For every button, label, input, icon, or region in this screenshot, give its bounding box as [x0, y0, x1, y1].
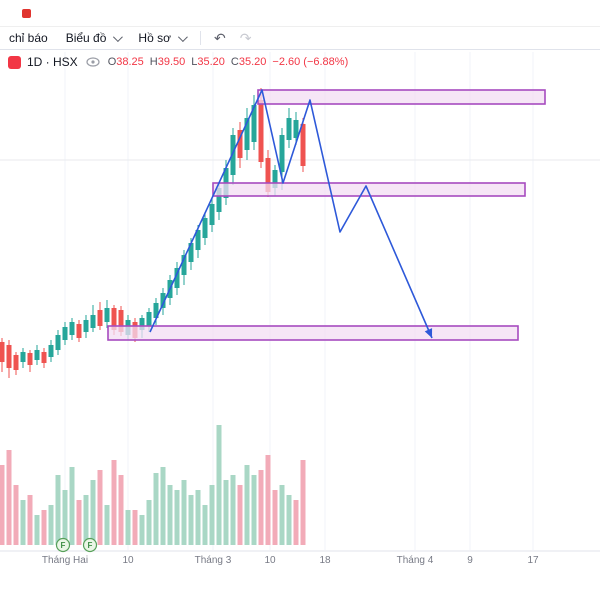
red-marker-icon — [22, 9, 31, 18]
low-label: L — [191, 56, 198, 68]
close-label: C — [230, 56, 239, 68]
menu-item-chart[interactable]: Biểu đồ — [57, 27, 130, 49]
price-zones[interactable] — [107, 89, 546, 341]
axis-label: 9 — [467, 555, 473, 566]
chevron-down-icon — [113, 31, 124, 42]
volume-bars — [0, 425, 306, 545]
axis-label: 10 — [264, 555, 276, 566]
profile-menu-label: Hồ sơ — [138, 31, 171, 45]
timeframe-exchange-label[interactable]: 1D · HSX — [27, 55, 78, 69]
axis-label: 10 — [122, 555, 134, 566]
zone-support-lower[interactable] — [107, 325, 519, 341]
axis-label: Tháng 3 — [195, 555, 232, 566]
change-value: −2.60 (−6.88%) — [272, 56, 349, 68]
gridlines — [0, 52, 600, 552]
x-axis-labels: Tháng Hai 10 Tháng 3 10 18 Tháng 4 9 17 — [42, 555, 539, 566]
symbol-logo-icon — [8, 55, 21, 69]
axis-label: 17 — [527, 555, 539, 566]
axis-label: 18 — [319, 555, 331, 566]
zone-resistance-mid[interactable] — [212, 182, 526, 197]
open-value: 38.25 — [116, 56, 144, 68]
symbol-legend: 1D · HSX O38.25 H39.50 L35.20 C35.20 −2.… — [8, 55, 348, 69]
high-label: H — [149, 56, 158, 68]
arrowhead-icon — [424, 328, 433, 338]
toolbar-separator — [199, 31, 201, 45]
close-value: 35.20 — [238, 56, 267, 68]
menu-item-profile[interactable]: Hồ sơ — [129, 27, 194, 49]
undo-button[interactable]: ↶ — [213, 30, 226, 46]
event-badge[interactable]: F — [82, 537, 98, 553]
axis-label: Tháng 4 — [397, 555, 434, 566]
zone-resistance-upper[interactable] — [257, 89, 546, 105]
projection-path[interactable] — [149, 89, 436, 340]
event-badge[interactable]: F — [55, 537, 71, 553]
menu-item-indicators[interactable]: chỉ báo — [0, 27, 57, 49]
chart-toolbar: chỉ báo Biểu đồ Hồ sơ ↶ ↷ — [0, 27, 600, 50]
top-strip — [0, 0, 600, 27]
low-value: 35.20 — [197, 56, 225, 68]
eye-icon[interactable] — [86, 57, 100, 67]
ohlc-values: O38.25 H39.50 L35.20 C35.20 −2.60 (−6.88… — [108, 56, 349, 68]
indicators-label: chỉ báo — [9, 31, 48, 45]
chevron-down-icon — [177, 31, 188, 42]
candlesticks — [0, 88, 306, 378]
svg-text:F: F — [61, 541, 66, 550]
open-label: O — [107, 56, 117, 68]
redo-button[interactable]: ↷ — [239, 30, 252, 46]
chart-menu-label: Biểu đồ — [65, 31, 107, 45]
axis-label: Tháng Hai — [42, 555, 88, 566]
svg-text:F: F — [88, 541, 93, 550]
high-value: 39.50 — [157, 56, 186, 68]
